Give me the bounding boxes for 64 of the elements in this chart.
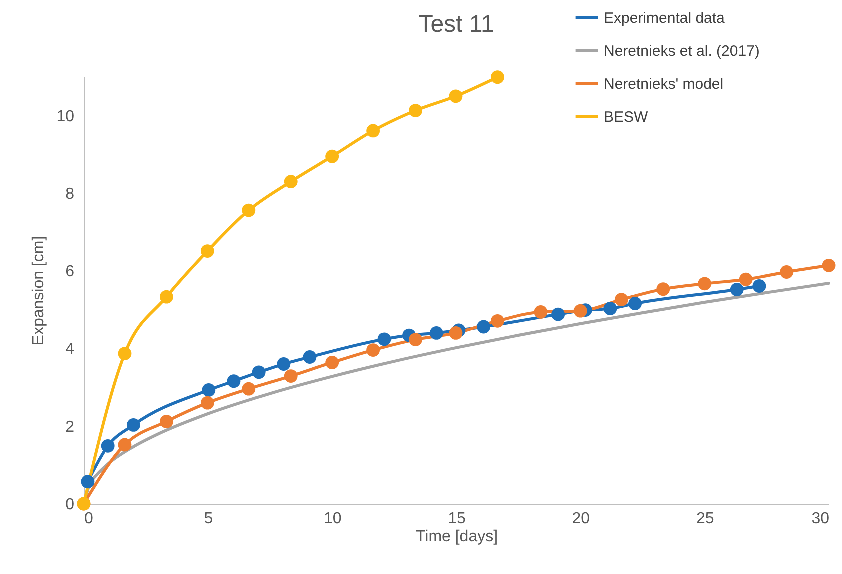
point	[430, 326, 444, 340]
point	[242, 382, 256, 396]
point	[604, 302, 618, 316]
y-tick-label: 2	[66, 418, 75, 436]
point	[326, 356, 340, 370]
point	[202, 384, 216, 397]
point	[101, 439, 115, 453]
legend-label: Experimental data	[604, 10, 726, 27]
x-tick-label: 20	[572, 510, 590, 528]
point	[491, 70, 504, 84]
point	[614, 293, 628, 307]
point	[284, 370, 298, 383]
x-tick-label: 25	[696, 510, 714, 528]
point	[574, 304, 588, 318]
legend-label: Neretnieks' model	[604, 76, 724, 93]
point	[752, 280, 766, 293]
point	[491, 314, 504, 328]
point	[449, 326, 463, 340]
point	[409, 333, 422, 346]
point	[200, 396, 214, 410]
point	[118, 347, 132, 360]
point	[552, 308, 566, 322]
point	[252, 366, 266, 380]
point	[227, 374, 241, 388]
point	[118, 438, 132, 452]
point	[326, 150, 340, 164]
y-tick-label: 8	[66, 186, 75, 203]
x-axis-title: Time [days]	[416, 528, 498, 546]
point	[730, 283, 744, 296]
point	[160, 290, 174, 304]
y-axis-title: Expansion [cm]	[30, 236, 48, 346]
point	[284, 175, 298, 189]
point	[739, 272, 753, 286]
point	[303, 350, 317, 364]
point	[534, 306, 548, 319]
point	[81, 475, 95, 489]
x-tick-label: 0	[84, 510, 94, 528]
point	[126, 418, 140, 432]
point	[822, 258, 836, 272]
point	[628, 297, 642, 310]
point	[698, 277, 712, 291]
point	[160, 415, 174, 428]
point	[378, 332, 392, 346]
chart-title: Test 11	[418, 11, 494, 38]
point	[200, 244, 214, 258]
x-tick-label: 10	[324, 510, 342, 528]
y-tick-label: 4	[66, 341, 75, 358]
legend-label: BESW	[604, 109, 650, 126]
point	[477, 320, 491, 334]
point	[277, 358, 291, 371]
y-tick-label: 0	[66, 496, 75, 514]
point	[656, 282, 670, 296]
point	[366, 344, 380, 357]
x-tick-label: 15	[448, 510, 466, 528]
point	[409, 104, 422, 118]
x-tick-label: 5	[204, 510, 214, 528]
legend-label: Neretnieks et al. (2017)	[604, 43, 760, 60]
y-tick-label: 6	[66, 264, 75, 281]
point	[242, 204, 256, 218]
x-tick-label: 30	[812, 510, 830, 528]
point	[780, 266, 794, 279]
y-tick-label: 10	[56, 108, 75, 126]
point	[366, 124, 380, 138]
point	[449, 90, 463, 104]
